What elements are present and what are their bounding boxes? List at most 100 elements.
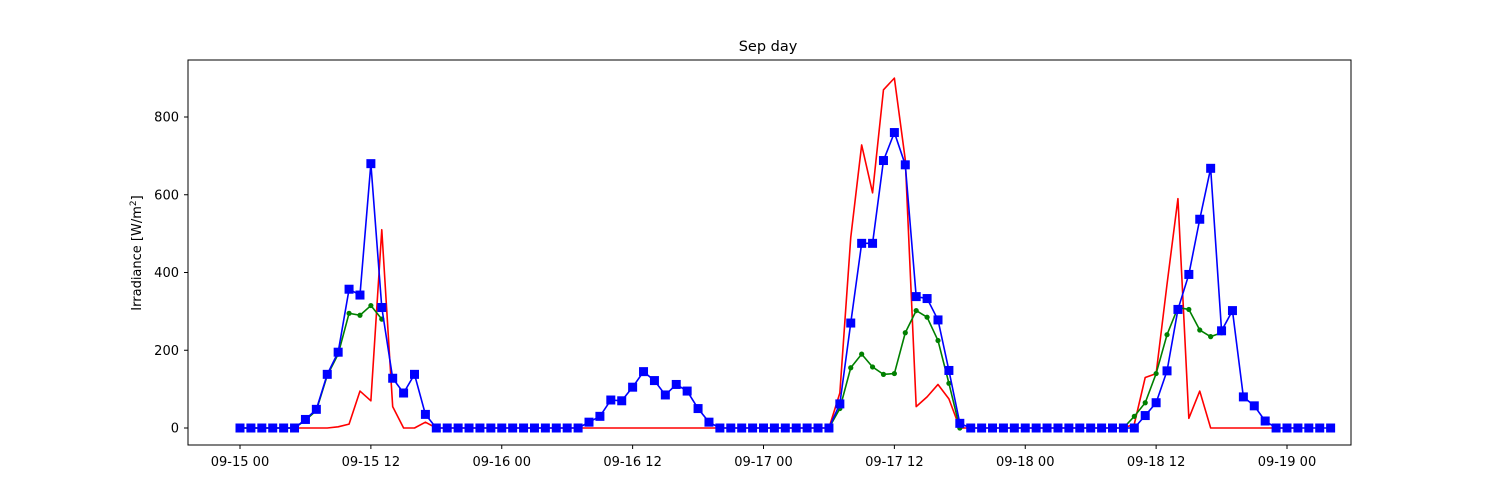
x-tick-label: 09-17 00	[734, 455, 792, 470]
data-point-square	[813, 423, 823, 433]
data-point-dot	[869, 364, 876, 370]
data-point-square	[660, 390, 670, 400]
data-point-dot	[1153, 370, 1159, 377]
data-point-square	[442, 423, 452, 433]
data-point-square	[1129, 423, 1139, 433]
data-point-square	[759, 423, 768, 433]
data-point-square	[268, 423, 278, 433]
data-point-square	[1075, 423, 1085, 433]
data-point-square	[366, 159, 376, 169]
data-point-square	[551, 423, 561, 433]
data-point-square	[911, 292, 921, 302]
data-point-square	[1020, 423, 1030, 433]
data-point-dot	[891, 370, 897, 377]
data-point-square	[420, 409, 430, 419]
data-point-dot	[1197, 327, 1203, 333]
x-tick-label: 09-16 12	[603, 455, 661, 470]
data-point-dot	[1186, 306, 1192, 313]
series-blue	[235, 128, 1336, 433]
data-point-square	[279, 423, 289, 433]
data-point-square	[748, 423, 758, 433]
data-point-dot	[1142, 400, 1148, 406]
data-point-square	[257, 423, 267, 433]
data-point-square	[1064, 423, 1074, 433]
data-point-square	[1118, 423, 1128, 433]
y-tick-label: 800	[154, 111, 179, 126]
data-point-dot	[357, 312, 363, 318]
data-point-square	[824, 423, 834, 433]
data-point-square	[737, 423, 747, 433]
data-point-square	[726, 423, 736, 433]
data-point-square	[584, 417, 594, 427]
data-point-square	[868, 238, 878, 248]
data-point-dot	[368, 302, 374, 309]
data-point-square	[1315, 423, 1325, 433]
data-point-square	[300, 414, 310, 424]
data-point-square	[671, 379, 681, 389]
data-point-square	[290, 423, 300, 433]
data-point-square	[1195, 214, 1205, 224]
series-line-green	[1122, 306, 1222, 429]
data-point-square	[1271, 423, 1281, 433]
data-point-square	[1282, 423, 1292, 433]
x-tick-label: 09-18 12	[1127, 455, 1185, 470]
y-axis-label: Irradiance [W/m2]	[129, 195, 145, 310]
data-point-square	[1184, 269, 1194, 279]
data-point-square	[649, 376, 659, 386]
data-point-dot	[1208, 334, 1214, 340]
data-point-square	[344, 284, 354, 294]
data-point-dot	[848, 365, 854, 371]
data-point-square	[998, 423, 1008, 433]
data-point-square	[1031, 423, 1041, 433]
data-point-dot	[946, 380, 952, 386]
data-point-square	[519, 423, 529, 433]
data-point-square	[922, 294, 932, 304]
data-point-square	[1238, 392, 1248, 402]
y-tick-label: 0	[171, 422, 179, 437]
data-point-square	[1042, 423, 1052, 433]
data-point-square	[1086, 423, 1096, 433]
data-point-square	[573, 423, 583, 433]
data-point-square	[704, 417, 714, 427]
data-point-dot	[346, 310, 352, 316]
data-point-square	[1140, 411, 1150, 421]
data-point-square	[388, 373, 398, 383]
data-point-square	[780, 423, 790, 433]
data-point-square	[1009, 423, 1019, 433]
data-point-square	[453, 423, 463, 433]
data-point-square	[878, 156, 888, 166]
data-point-square	[639, 367, 649, 377]
data-point-square	[966, 423, 976, 433]
data-point-square	[333, 347, 343, 357]
data-point-square	[693, 404, 703, 414]
data-point-square	[977, 423, 987, 433]
data-point-square	[508, 423, 518, 433]
data-point-square	[1227, 306, 1237, 316]
data-point-square	[846, 318, 856, 328]
y-tick-label: 400	[154, 266, 179, 281]
data-point-square	[311, 404, 321, 414]
data-point-square	[628, 382, 638, 392]
data-point-square	[377, 302, 387, 312]
data-point-dot	[935, 337, 941, 344]
series-layer	[235, 77, 1336, 433]
data-point-square	[1249, 401, 1259, 411]
data-point-square	[944, 365, 954, 375]
data-point-square	[322, 369, 332, 379]
data-point-square	[464, 423, 474, 433]
data-point-dot	[859, 351, 865, 357]
x-tick-label: 09-16 00	[473, 455, 531, 470]
data-point-square	[1151, 398, 1161, 408]
x-tick-label: 09-19 00	[1258, 455, 1316, 470]
y-axis: 0 200 400 600 800	[154, 111, 188, 437]
data-point-square	[1260, 416, 1270, 426]
data-point-square	[431, 423, 441, 433]
data-point-square	[562, 423, 572, 433]
data-point-square	[889, 128, 899, 138]
data-point-square	[955, 418, 965, 428]
data-point-square	[1108, 423, 1117, 433]
data-point-dot	[902, 330, 908, 336]
data-point-square	[682, 386, 692, 396]
data-point-square	[791, 423, 801, 433]
